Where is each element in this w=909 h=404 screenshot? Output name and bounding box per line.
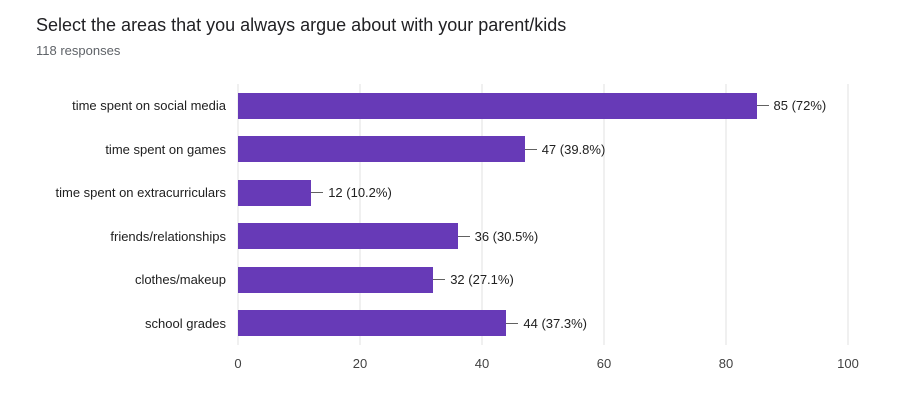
category-label: clothes/makeup <box>134 272 226 288</box>
bar-row: clothes/makeup 32 (27.1%) <box>135 266 848 293</box>
chart-header: Select the areas that you always argue a… <box>36 13 566 58</box>
value-label: 32 (27.1%) <box>450 272 514 288</box>
gridline <box>359 84 361 345</box>
value-leader-line <box>506 322 519 324</box>
bar-row: school grades 44 (37.3%) <box>145 310 848 337</box>
bar-row: time spent on social media 85 (72%) <box>72 92 848 119</box>
bar-row: time spent on extracurriculars 12 (10.2%) <box>55 179 848 206</box>
gridline <box>481 84 483 345</box>
bar-rows: time spent on social media 85 (72%) time s… <box>55 84 848 345</box>
x-tick-label: 100 <box>837 356 859 371</box>
bar <box>238 310 507 337</box>
bar <box>238 179 312 206</box>
chart-title: Select the areas that you always argue a… <box>36 15 567 35</box>
gridline <box>603 84 605 345</box>
bar <box>238 136 525 163</box>
value-label: 47 (39.8%) <box>541 141 606 157</box>
plot-area: time spent on social media 85 (72%) time s… <box>55 84 849 345</box>
category-label: time spent on social media <box>72 98 226 114</box>
bar-row: friends/relationships 36 (30.5%) <box>110 223 848 250</box>
category-label: friends/relationships <box>110 228 226 244</box>
category-label: time spent on extracurriculars <box>55 185 226 201</box>
value-leader-line <box>756 105 769 107</box>
x-tick-label: 60 <box>596 356 612 371</box>
value-leader-line <box>311 192 324 194</box>
gridline <box>725 84 727 345</box>
value-leader-line <box>433 279 446 281</box>
response-count: 118 responses <box>36 43 121 58</box>
x-axis-ticks: 0 20 40 60 80 100 <box>234 356 858 372</box>
gridline <box>847 84 849 345</box>
x-tick-label: 80 <box>718 356 734 371</box>
value-leader-line <box>457 235 470 237</box>
value-label: 12 (10.2%) <box>328 185 392 201</box>
bar <box>238 266 434 293</box>
value-label: 36 (30.5%) <box>474 228 539 244</box>
bar <box>238 223 458 250</box>
x-tick-label: 40 <box>474 356 490 371</box>
bar-row: time spent on games 47 (39.8%) <box>105 136 848 163</box>
category-label: time spent on games <box>105 141 226 157</box>
gridline <box>237 84 239 345</box>
value-label: 85 (72%) <box>773 98 827 114</box>
x-tick-label: 20 <box>352 356 368 371</box>
bar <box>238 92 757 119</box>
value-leader-line <box>524 148 537 150</box>
category-label: school grades <box>145 315 226 331</box>
x-tick-label: 0 <box>234 356 242 371</box>
value-label: 44 (37.3%) <box>523 315 587 331</box>
